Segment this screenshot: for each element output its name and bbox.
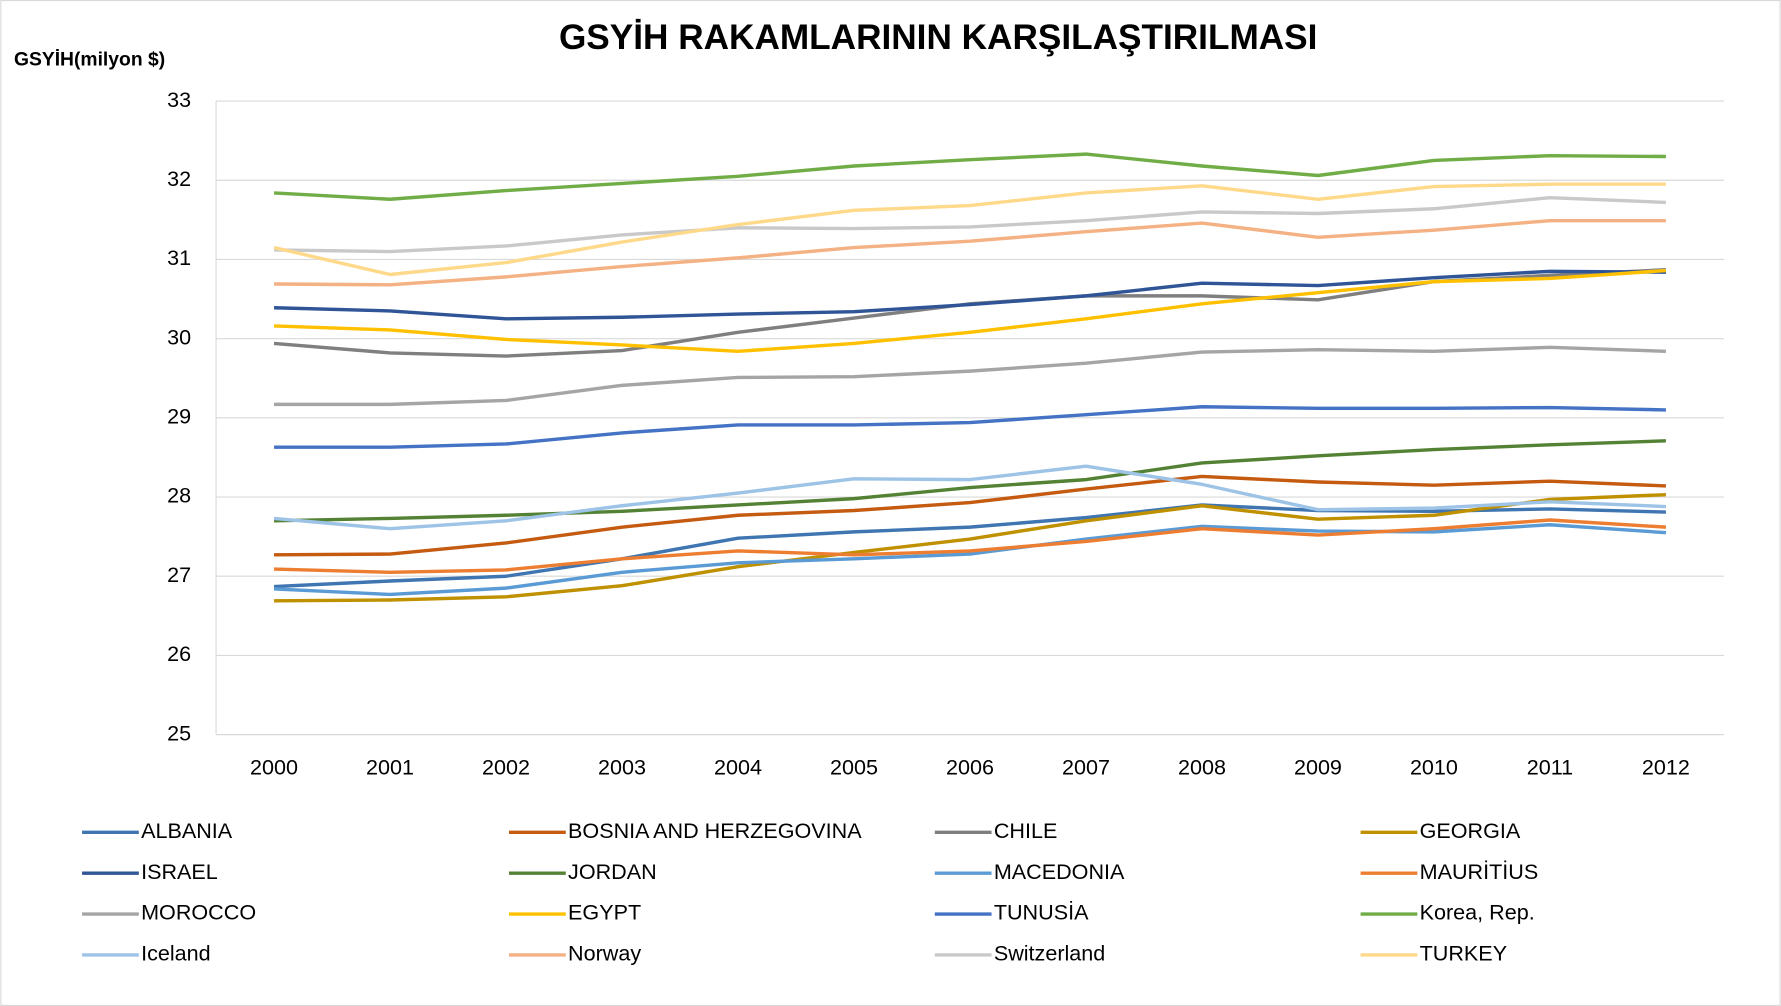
x-tick-label: 2009 (1294, 754, 1342, 779)
legend-label: JORDAN (568, 859, 657, 884)
legend-label: TURKEY (1420, 941, 1507, 966)
legend-label: CHILE (994, 818, 1058, 843)
y-tick-label: 30 (167, 324, 191, 349)
legend-label: ALBANIA (141, 818, 233, 843)
legend-label: Norway (568, 941, 641, 966)
x-tick-label: 2007 (1062, 754, 1110, 779)
legend-label: BOSNIA AND HERZEGOVINA (568, 818, 862, 843)
series-line (274, 345, 1666, 407)
legend-label: ISRAEL (141, 859, 218, 884)
y-tick-label: 33 (167, 87, 191, 112)
series-line (274, 474, 1666, 557)
chart-title: GSYİH RAKAMLARININ KARŞILAŞTIRILMASI (559, 18, 1317, 57)
y-tick-label: 32 (167, 166, 191, 191)
series-line (274, 439, 1666, 523)
x-tick-label: 2010 (1410, 754, 1458, 779)
legend-label: TUNUSİA (994, 900, 1089, 925)
y-tick-label: 28 (167, 483, 191, 508)
y-tick-label: 25 (167, 720, 191, 745)
series-line (273, 152, 1666, 201)
legend-label: EGYPT (568, 900, 641, 925)
x-tick-label: 2002 (482, 754, 530, 779)
series-line (273, 268, 1667, 354)
series-line (274, 405, 1666, 449)
series-line (274, 218, 1666, 287)
x-tick-label: 2005 (830, 754, 878, 779)
x-tick-label: 2000 (250, 754, 298, 779)
y-tick-label: 26 (167, 641, 191, 666)
x-tick-label: 2001 (366, 754, 414, 779)
legend-label: Korea, Rep. (1420, 900, 1535, 925)
legend-label: MAURİTİUS (1420, 859, 1539, 884)
legend-label: GEORGIA (1420, 818, 1521, 843)
x-tick-label: 2011 (1527, 754, 1573, 779)
series-line (273, 503, 1666, 589)
series-line (274, 492, 1666, 603)
legend-label: Iceland (141, 941, 211, 966)
series-line (273, 182, 1666, 277)
series-line (273, 518, 1667, 574)
x-tick-label: 2004 (714, 754, 762, 779)
y-tick-label: 29 (167, 404, 191, 429)
y-tick-label: 27 (167, 562, 191, 587)
y-tick-label: 31 (167, 245, 191, 270)
y-axis-label: GSYİH(milyon $) (14, 47, 165, 70)
legend-label: MACEDONIA (994, 859, 1125, 884)
x-tick-label: 2008 (1178, 754, 1226, 779)
legend-label: Switzerland (994, 941, 1105, 966)
series-line (274, 195, 1666, 254)
x-tick-label: 2012 (1642, 754, 1690, 779)
legend-label: MOROCCO (141, 900, 256, 925)
series-line (273, 269, 1666, 321)
series-line (273, 464, 1666, 531)
series-line (273, 523, 1667, 597)
x-tick-label: 2006 (946, 754, 994, 779)
x-tick-label: 2003 (598, 754, 646, 779)
